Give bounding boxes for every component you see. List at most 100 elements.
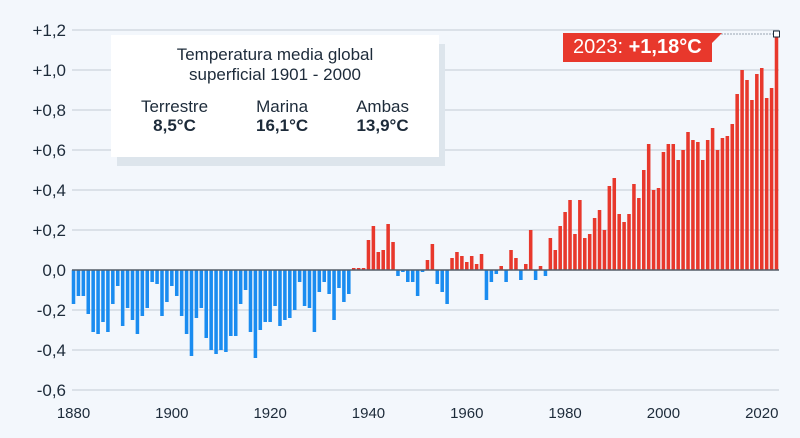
bar-2014 [730,124,735,270]
bar-1971 [519,270,523,280]
bar-2008 [700,160,705,270]
bar-1988 [602,230,607,270]
y-tick-label: -0,2 [37,301,66,320]
bar-1928 [307,270,312,308]
bar-2000 [661,152,666,270]
bar-1884 [91,270,95,332]
bar-2007 [696,142,700,270]
x-tick-label: 1960 [450,405,483,422]
bar-1888 [111,270,115,304]
bar-1984 [583,238,587,270]
bar-1979 [558,226,562,270]
bar-1922 [278,270,282,326]
bar-1943 [381,250,385,270]
y-axis-ticks: +1,2 +1,0 +0,8 +0,6 +0,4 +0,2 0,0 -0,2 -0,4 -0,6 [32,21,66,400]
bar-1961 [469,256,474,270]
info-value: 16,1°C [255,116,309,135]
bar-1895 [145,270,150,308]
bar-1975 [538,266,543,270]
annotation-callout: 2023: +1,18°C [563,33,722,62]
bar-1915 [243,270,248,290]
bar-2017 [745,80,749,270]
bar-1954 [435,270,440,284]
bar-2021 [764,98,769,270]
bar-1936 [347,270,351,294]
bar-1882 [81,270,86,296]
bar-1927 [302,270,307,306]
info-columns: Terrestre 8,5°C Marina 16,1°C Ambas 13,9… [111,97,439,136]
y-tick-label: 0,0 [42,261,66,280]
bar-1886 [101,270,105,322]
bar-1916 [248,270,253,332]
bar-1997 [646,144,651,270]
bar-1913 [233,270,238,336]
info-title-line1: Temperatura media global [176,45,374,64]
bar-2022 [769,88,774,270]
bar-1948 [406,270,410,282]
bar-2015 [735,94,739,270]
x-tick-label: 1940 [352,405,385,422]
info-col-ambas: Ambas 13,9°C [356,97,409,136]
bar-1998 [651,190,656,270]
bar-1899 [165,270,169,302]
bar-1905 [194,270,199,318]
bar-1951 [420,270,425,272]
bar-1880 [71,270,76,304]
bar-1907 [204,270,209,338]
bar-1993 [627,214,631,270]
y-tick-label: -0,6 [37,381,66,400]
bar-1967 [499,266,503,270]
bar-1992 [622,222,626,270]
bar-1906 [199,270,204,308]
bar-1989 [607,186,612,270]
bar-1919 [263,270,267,322]
bar-2006 [691,140,695,270]
bar-2012 [720,138,725,270]
bar-1910 [219,270,223,350]
bar-1946 [396,270,400,276]
bar-1942 [376,252,381,270]
bar-1983 [578,200,582,270]
info-title: Temperatura media global superficial 190… [111,45,439,85]
info-title-line2: superficial 1901 - 2000 [188,65,361,84]
bar-1955 [440,270,444,292]
bar-1929 [312,270,317,332]
bar-1908 [209,270,213,350]
bar-1962 [474,264,479,270]
bar-1952 [425,260,430,270]
x-tick-label: 2000 [647,405,680,422]
bars [71,34,779,358]
bar-1982 [573,234,577,270]
bar-1920 [268,270,272,322]
bar-2016 [740,70,744,270]
bar-1903 [184,270,189,334]
bar-1958 [455,252,459,270]
bar-1994 [632,184,636,270]
bar-1934 [337,270,341,288]
bar-1981 [568,200,572,270]
bar-1901 [174,270,179,296]
bar-1965 [489,270,494,282]
bar-1902 [179,270,184,316]
bar-1893 [135,270,140,334]
y-tick-label: +0,2 [32,221,66,240]
bar-1937 [351,268,356,270]
bar-1914 [238,270,243,304]
bar-2020 [759,68,764,270]
bar-1953 [430,244,435,270]
bar-2004 [681,150,685,270]
bar-2001 [666,144,671,270]
bar-1918 [258,270,263,330]
bar-1896 [150,270,154,282]
bar-1932 [327,270,331,294]
baseline-info-box: Temperatura media global superficial 190… [111,35,439,157]
x-tick-label: 1920 [253,405,286,422]
bar-1940 [366,240,371,270]
info-col-marina: Marina 16,1°C [256,97,308,136]
bar-1887 [106,270,110,332]
bar-1978 [553,250,558,270]
bar-1957 [450,258,454,270]
info-col-terrestre: Terrestre 8,5°C [141,97,208,136]
annotation-year: 2023: [573,36,629,58]
bar-1980 [563,212,567,270]
